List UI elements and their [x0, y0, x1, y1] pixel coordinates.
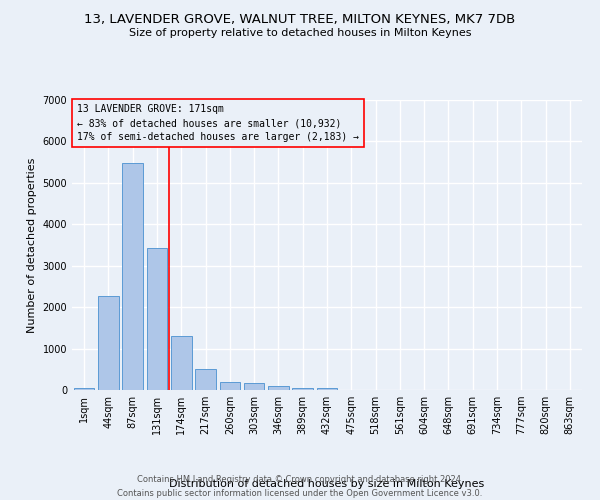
- Bar: [146, 248, 167, 390]
- Bar: [220, 382, 240, 390]
- Bar: [98, 296, 119, 390]
- X-axis label: Distribution of detached houses by size in Milton Keynes: Distribution of detached houses by size …: [169, 479, 485, 489]
- Y-axis label: Number of detached properties: Number of detached properties: [27, 158, 37, 332]
- Bar: [244, 383, 265, 390]
- Bar: [122, 163, 143, 390]
- Bar: [74, 388, 94, 390]
- Text: Contains HM Land Registry data © Crown copyright and database right 2024.
Contai: Contains HM Land Registry data © Crown c…: [118, 476, 482, 498]
- Bar: [268, 386, 289, 390]
- Bar: [195, 370, 216, 390]
- Bar: [171, 336, 191, 390]
- Text: 13 LAVENDER GROVE: 171sqm
← 83% of detached houses are smaller (10,932)
17% of s: 13 LAVENDER GROVE: 171sqm ← 83% of detac…: [77, 104, 359, 142]
- Bar: [317, 388, 337, 390]
- Bar: [292, 388, 313, 390]
- Text: Size of property relative to detached houses in Milton Keynes: Size of property relative to detached ho…: [129, 28, 471, 38]
- Text: 13, LAVENDER GROVE, WALNUT TREE, MILTON KEYNES, MK7 7DB: 13, LAVENDER GROVE, WALNUT TREE, MILTON …: [85, 12, 515, 26]
